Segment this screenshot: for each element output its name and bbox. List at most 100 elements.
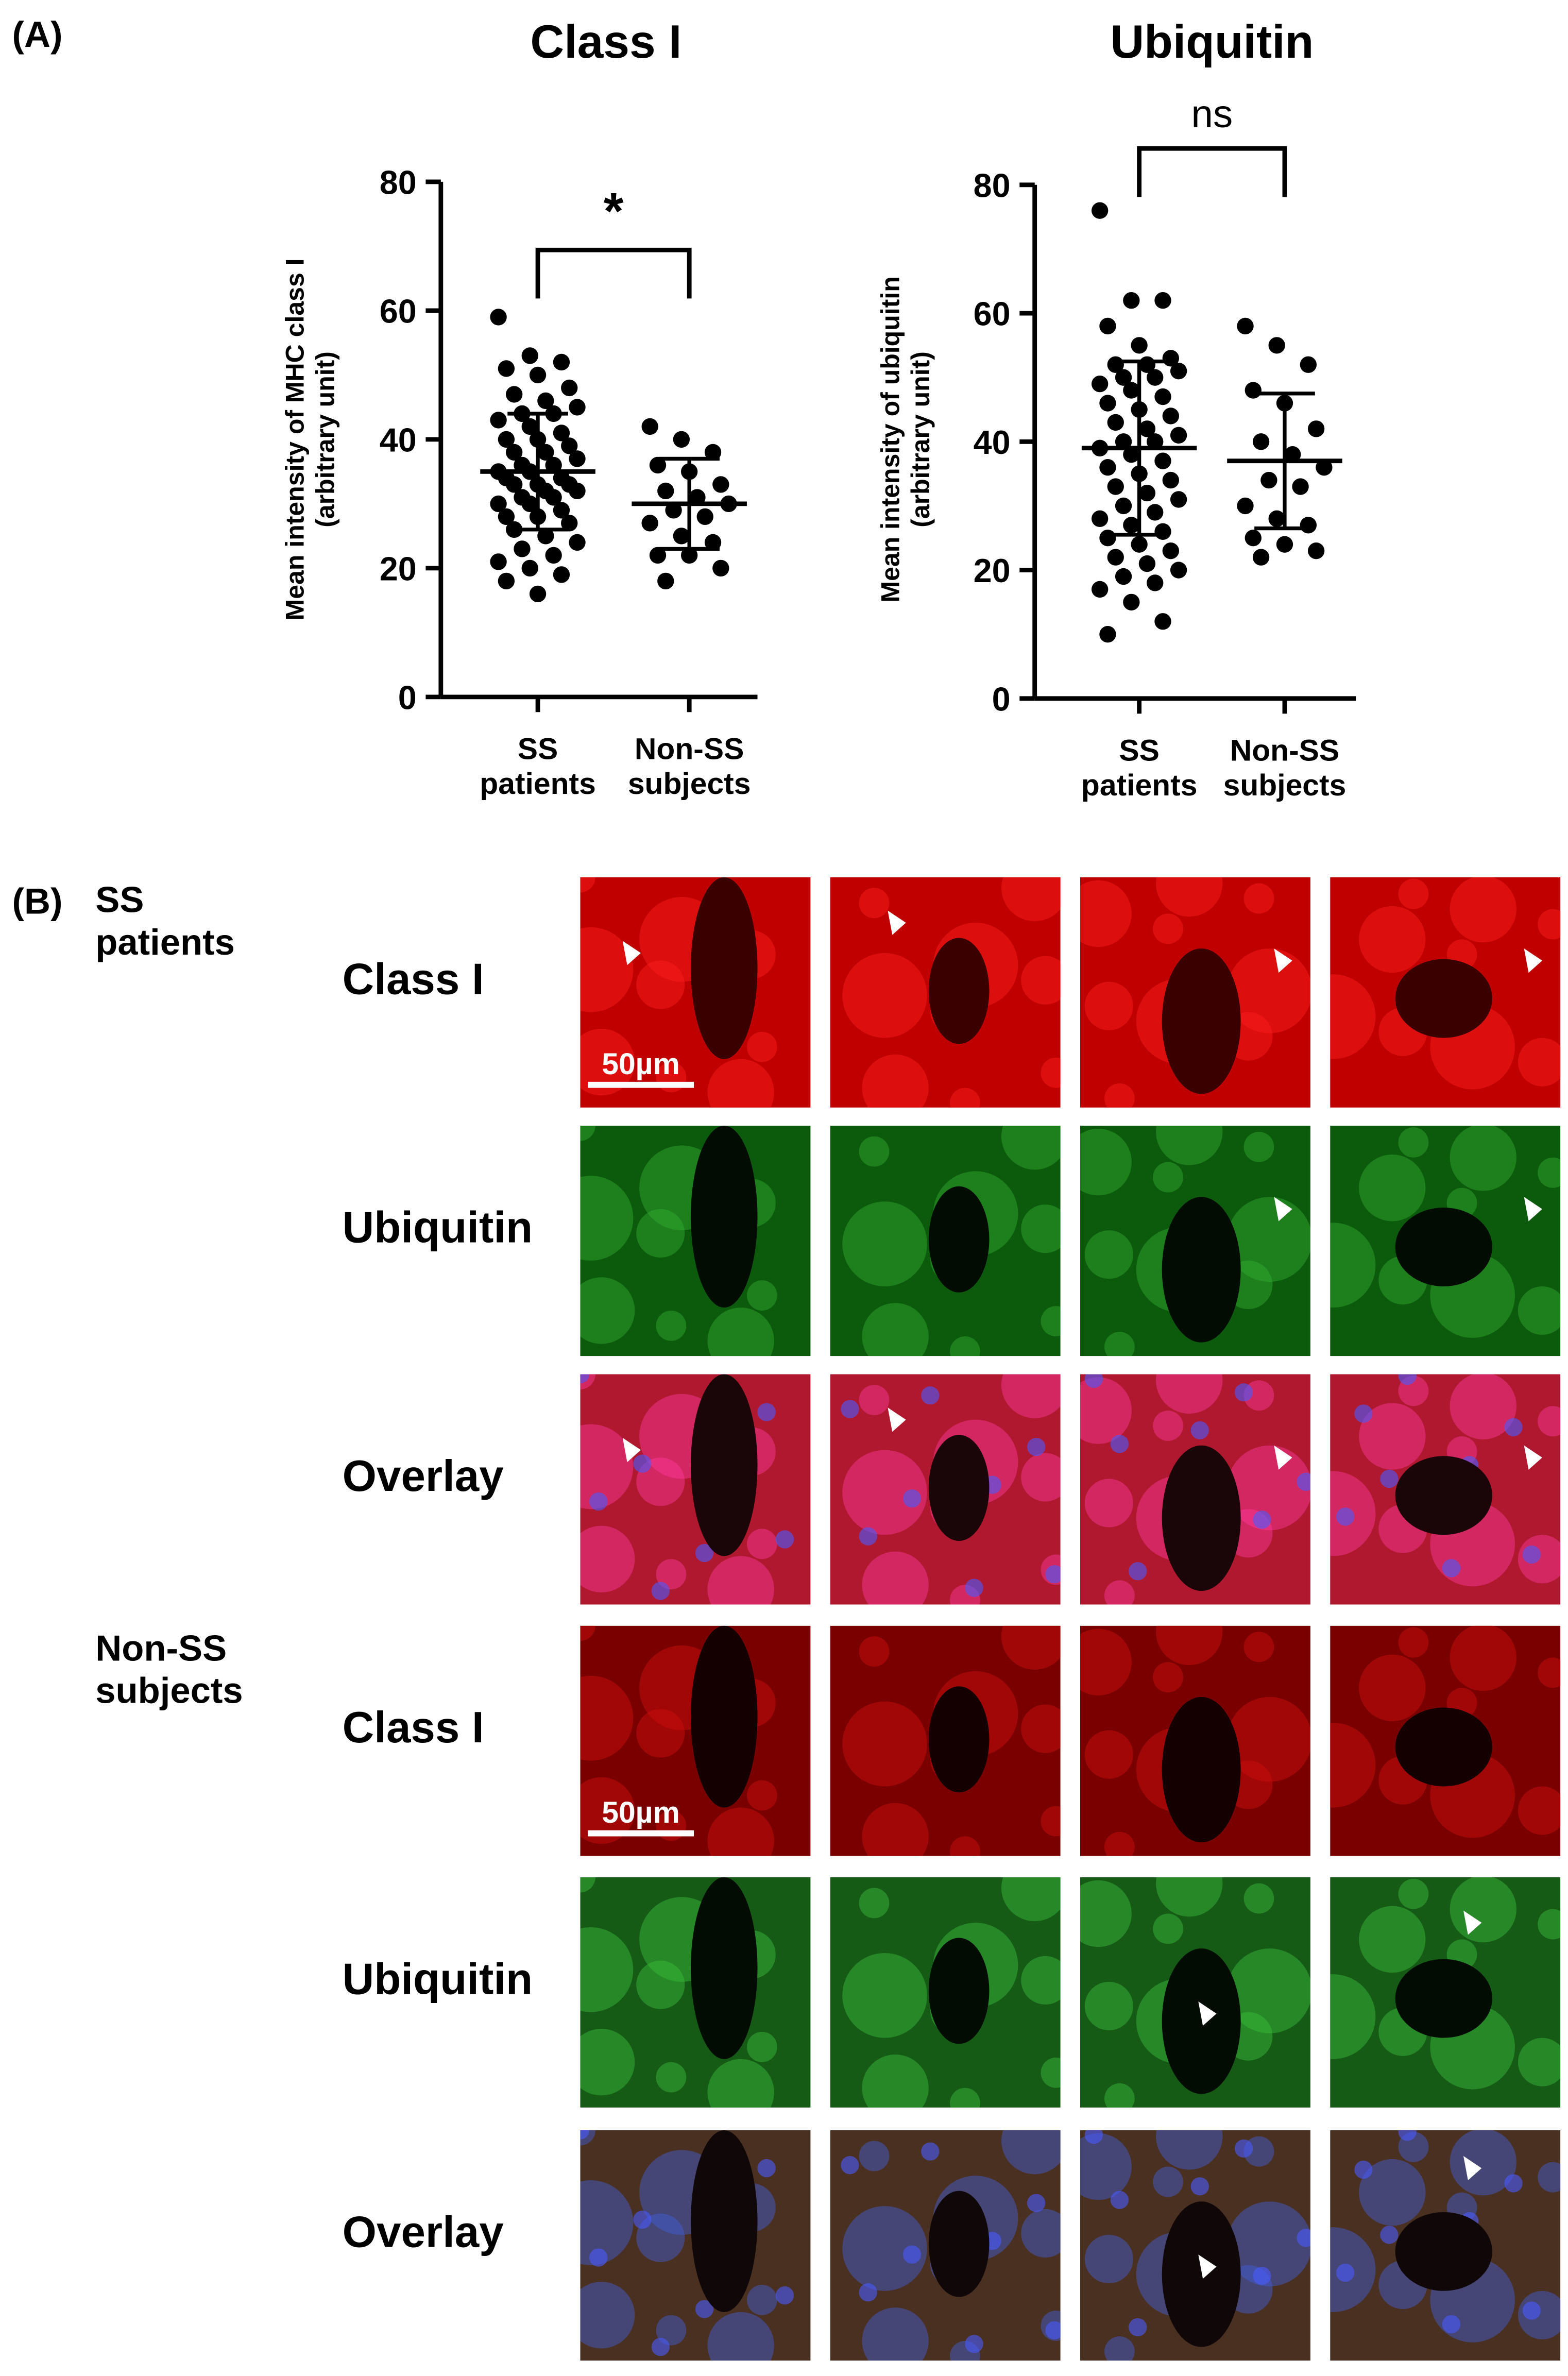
tissue-blob <box>1156 1374 1223 1414</box>
tissue-blob <box>1156 1126 1223 1165</box>
data-point <box>1170 363 1187 380</box>
tissue-blob <box>580 1777 635 1844</box>
tissue-blob <box>862 2055 929 2108</box>
panel-label: (A) <box>12 15 63 56</box>
arrowhead <box>1274 1197 1292 1221</box>
tissue-blob <box>1153 1411 1183 1441</box>
tissue-blob <box>707 1807 774 1856</box>
nucleus <box>1398 1374 1417 1385</box>
tissue-blob <box>1518 1038 1561 1087</box>
data-point <box>1131 337 1148 354</box>
tissue-blob <box>656 1559 687 1590</box>
data-point <box>1091 581 1109 598</box>
row-label: Overlay <box>342 1453 504 1502</box>
tissue-blob <box>580 877 595 893</box>
y-tick-label: 80 <box>974 166 1011 204</box>
tissue-blob <box>1450 1877 1516 1943</box>
nucleus <box>1190 1421 1209 1439</box>
nucleus <box>921 2142 940 2161</box>
tissue-blob <box>859 1385 890 1415</box>
data-point <box>1099 317 1116 335</box>
panel-label: (B) <box>12 881 63 923</box>
data-point <box>529 585 547 603</box>
data-point <box>1170 491 1187 508</box>
tissue-blob <box>580 1028 635 1096</box>
data-point <box>498 360 515 377</box>
duct-lumen <box>691 2130 758 2312</box>
data-point <box>490 553 507 570</box>
tissue-blob <box>1084 1730 1133 1779</box>
micrograph <box>1330 1126 1561 1356</box>
duct-lumen <box>1395 1207 1492 1286</box>
duct-lumen <box>1162 1696 1241 1843</box>
tissue-blob <box>862 1303 929 1356</box>
tissue-blob <box>1359 1403 1426 1470</box>
nucleus <box>1336 2263 1355 2282</box>
nucleus <box>1129 1562 1147 1581</box>
tissue-blob <box>1080 1880 1132 1947</box>
tissue-blob <box>950 1836 980 1856</box>
data-point <box>673 431 690 448</box>
y-tick-label: 60 <box>974 295 1011 333</box>
micrograph <box>1330 1625 1561 1856</box>
tissue-blob <box>1021 1956 1061 2005</box>
tissue-blob <box>1450 1625 1516 1691</box>
data-point <box>1307 420 1325 437</box>
tissue-blob <box>859 1636 890 1667</box>
data-point <box>673 528 690 545</box>
tissue-blob <box>950 1088 980 1108</box>
micrograph <box>1080 877 1310 1108</box>
data-point <box>1138 555 1156 572</box>
tissue-blob <box>1156 877 1223 917</box>
x-tick-label: SS patients <box>480 733 596 802</box>
tissue-blob <box>1001 1374 1061 1418</box>
data-point <box>1260 471 1277 489</box>
tissue-blob <box>746 1780 777 1811</box>
tissue-blob <box>1084 1981 1133 2030</box>
tissue-blob <box>1243 1131 1274 1162</box>
data-point <box>1147 504 1164 521</box>
duct-lumen <box>1162 948 1241 1094</box>
data-point <box>521 495 538 513</box>
arrowhead <box>1274 948 1292 973</box>
data-point <box>704 444 722 461</box>
data-point <box>1300 517 1317 534</box>
nucleus <box>633 1454 652 1473</box>
tissue-blob <box>580 1277 635 1344</box>
data-point <box>1300 356 1317 373</box>
nucleus <box>1442 1559 1461 1577</box>
data-point <box>553 566 570 583</box>
micrograph <box>580 1625 811 1856</box>
tissue-blob <box>580 2282 635 2349</box>
data-point <box>490 412 507 429</box>
nucleus <box>902 1489 922 1508</box>
tissue-blob <box>1001 1126 1061 1170</box>
nucleus <box>841 1400 859 1418</box>
tissue-blob <box>1080 2133 1132 2200</box>
tissue-blob <box>1153 913 1183 944</box>
nucleus <box>1336 1507 1355 1526</box>
tissue-blob <box>1084 1230 1133 1279</box>
tissue-blob <box>1041 1057 1061 1088</box>
tissue-blob <box>580 1176 634 1261</box>
data-point <box>569 450 586 467</box>
y-tick-label: 0 <box>992 680 1011 718</box>
micrograph <box>1080 2130 1310 2361</box>
arrowhead <box>622 1438 641 1463</box>
data-point <box>1147 574 1164 591</box>
micrograph <box>1330 1877 1561 2108</box>
tissue-blob <box>1156 2130 1223 2170</box>
tissue-blob <box>1227 1445 1310 1531</box>
nucleus <box>1253 1511 1271 1529</box>
data-point <box>521 418 538 435</box>
tissue-blob <box>1359 1155 1426 1221</box>
data-point <box>569 399 586 416</box>
tissue-blob <box>1153 2166 1183 2197</box>
y-axis-label-line: Mean intensity of ubiquitin <box>876 276 906 603</box>
tissue-blob <box>950 2088 980 2108</box>
data-point <box>490 309 507 326</box>
data-point <box>1138 484 1156 502</box>
tissue-blob <box>656 1310 687 1341</box>
tissue-blob <box>1080 1377 1132 1444</box>
